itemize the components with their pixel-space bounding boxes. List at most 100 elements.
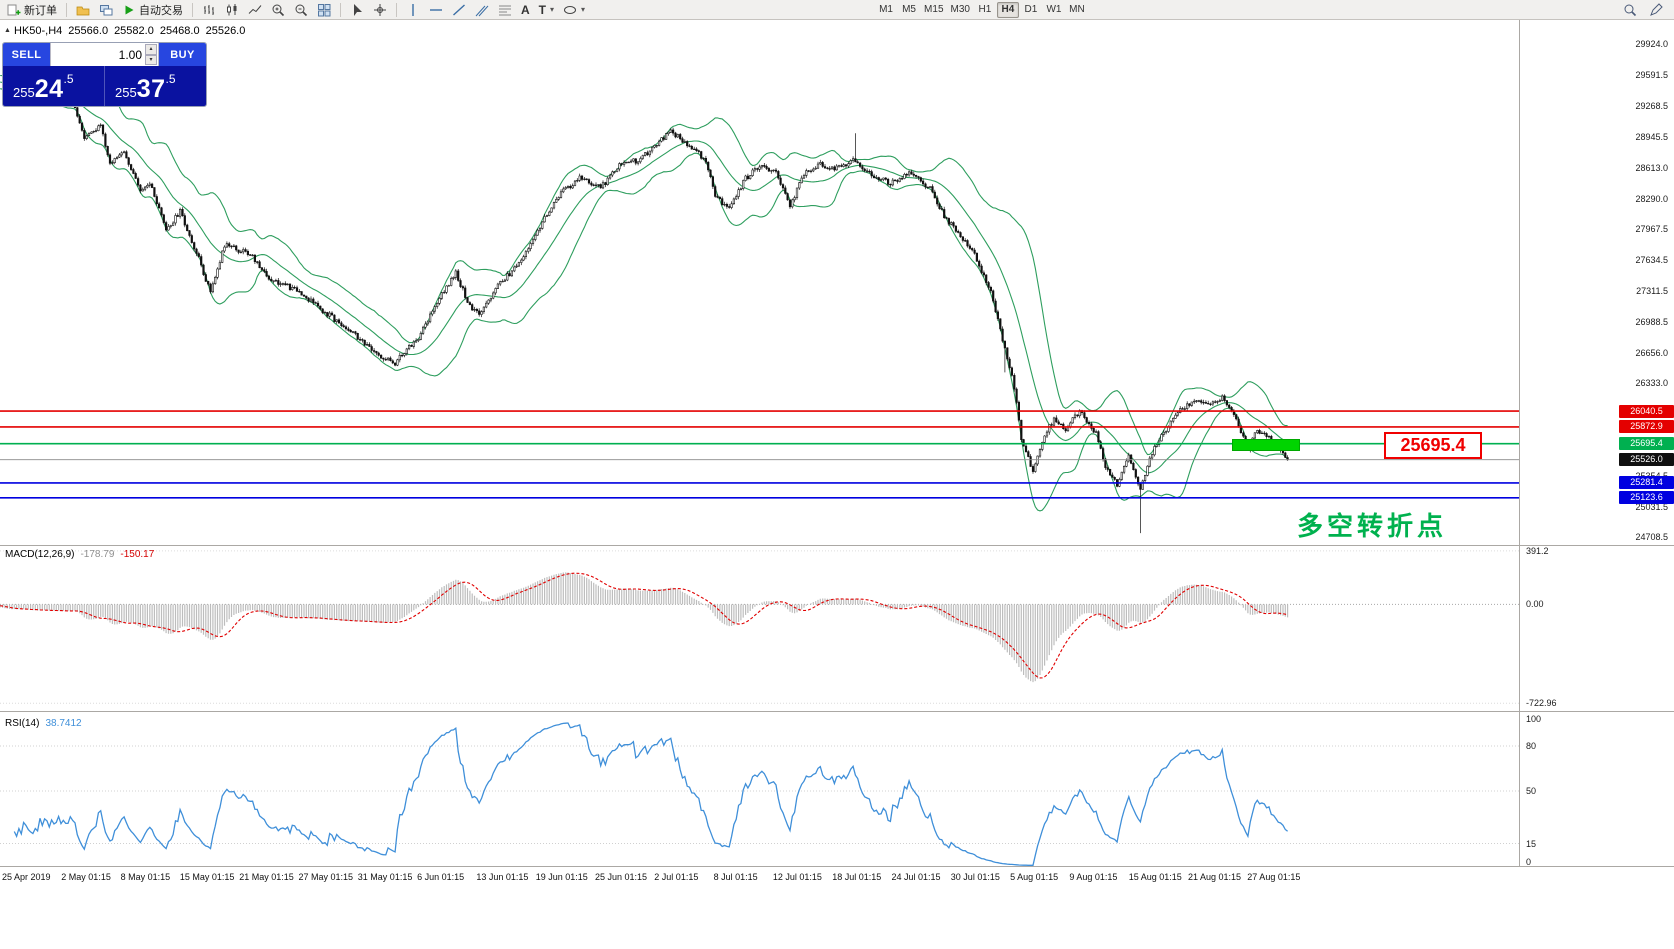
cursor-icon [354, 3, 362, 16]
time-axis-label: 5 Aug 01:15 [1010, 872, 1059, 882]
zoom-out-button[interactable] [290, 1, 312, 19]
chart-area[interactable]: ▲ HK50-,H4 25566.0 25582.0 25468.0 25526.0 S… [0, 20, 1674, 949]
zoom-in-button[interactable] [267, 1, 289, 19]
volume-input[interactable] [51, 43, 158, 66]
horizontal-line-tool-button[interactable] [425, 1, 447, 19]
timeframe-m15-button[interactable]: M15 [921, 2, 946, 18]
chart-bars-button[interactable] [198, 1, 220, 19]
tile-windows-button[interactable] [313, 1, 335, 19]
label-tool-button[interactable]: T ▾ [535, 1, 558, 19]
rsi-scale-label: 50 [1526, 786, 1537, 796]
price-level-badge: 25123.6 [1619, 491, 1674, 505]
timeframe-d1-button[interactable]: D1 [1020, 2, 1042, 18]
sell-price-prefix: 255 [13, 85, 35, 100]
volume-up-button[interactable]: ▴ [145, 44, 157, 55]
highlight-rectangle[interactable] [1232, 438, 1300, 451]
buy-price-fraction: .5 [165, 72, 176, 86]
timeframe-mn-button[interactable]: MN [1066, 2, 1088, 18]
time-axis-label: 8 Jul 01:15 [713, 872, 758, 882]
chart-candles-button[interactable] [221, 1, 243, 19]
ohlc-open: 25566.0 [68, 25, 109, 37]
crosshair-button[interactable] [369, 1, 391, 19]
volume-down-button[interactable]: ▾ [145, 54, 157, 65]
vertical-line-icon [412, 3, 414, 16]
new-order-icon [7, 4, 21, 15]
timeframe-m1-button[interactable]: M1 [875, 2, 897, 18]
macd-scale-label: 391.2 [1526, 545, 1549, 556]
ohlc-high: 25582.0 [114, 25, 154, 37]
price-callout-box[interactable]: 25695.4 [1384, 432, 1482, 459]
profiles-button[interactable] [95, 1, 117, 19]
volume-spinner: ▴ ▾ [145, 44, 157, 65]
fibonacci-icon [499, 5, 511, 15]
trendline-tool-button[interactable] [448, 1, 470, 19]
macd-main-value: -178.79 [80, 549, 115, 560]
price-tick-label: 26656.0 [1635, 347, 1668, 358]
profiles-icon [100, 4, 113, 15]
price-level-badge: 25872.9 [1619, 420, 1674, 434]
price-tick-label: 26333.0 [1635, 378, 1668, 389]
timeframe-h1-button[interactable]: H1 [974, 2, 996, 18]
line-chart-icon [248, 4, 262, 14]
auto-trading-label: 自动交易 [139, 4, 183, 17]
pencil-icon [1650, 2, 1663, 16]
horizontal-line-icon [430, 8, 442, 11]
chevron-down-icon: ▾ [550, 5, 555, 14]
rsi-name: RSI(14) [5, 718, 40, 729]
new-order-label: 新订单 [24, 4, 57, 17]
trade-widget-prices: 255 24.5 255 37.5 [3, 66, 206, 106]
annotation-note-text[interactable]: 多空转折点 [1297, 511, 1448, 541]
edit-button[interactable] [1645, 1, 1667, 19]
rsi-scale-label: 15 [1526, 838, 1537, 849]
macd-scale-label: -722.96 [1526, 698, 1557, 709]
timeframe-w1-button[interactable]: W1 [1043, 2, 1065, 18]
ellipse-shape-icon [564, 5, 577, 14]
price-tick-label: 24708.5 [1635, 532, 1668, 542]
buy-price-big-digits: 37 [136, 75, 166, 103]
sell-price[interactable]: 255 24.5 [3, 66, 104, 106]
buy-button[interactable]: BUY [159, 43, 206, 66]
sell-price-fraction: .5 [63, 72, 74, 86]
channel-tool-button[interactable] [471, 1, 493, 19]
symbol-marker-icon: ▲ [4, 27, 11, 34]
shapes-tool-button[interactable]: ▾ [559, 1, 589, 19]
rsi-value: 38.7412 [45, 718, 82, 729]
timeframe-h4-button[interactable]: H4 [996, 1, 1019, 18]
cursor-button[interactable] [346, 1, 368, 19]
price-tick-label: 28945.5 [1635, 131, 1668, 142]
text-tool-button[interactable]: A [517, 1, 534, 19]
time-axis-label: 25 Apr 2019 [2, 872, 51, 882]
macd-name: MACD(12,26,9) [5, 549, 75, 560]
fibonacci-tool-button[interactable] [494, 1, 516, 19]
time-axis-label: 31 May 01:15 [357, 872, 413, 882]
macd-signal-value: -150.17 [120, 549, 155, 560]
sell-price-big-digits: 24 [34, 75, 64, 103]
vertical-line-tool-button[interactable] [402, 1, 424, 19]
time-axis-label: 15 May 01:15 [179, 872, 235, 882]
crosshair-icon [374, 3, 386, 16]
timeframe-m30-button[interactable]: M30 [948, 2, 973, 18]
timeframe-m5-button[interactable]: M5 [898, 2, 920, 18]
price-level-badge: 25695.4 [1619, 437, 1674, 451]
price-tick-label: 25354.5 [1522, 471, 1668, 481]
time-axis-label: 27 Aug 01:15 [1247, 872, 1301, 882]
zoom-in-icon [272, 4, 285, 16]
price-tick-label: 25031.5 [1635, 501, 1668, 512]
main-toolbar: 新订单 自动交易 [0, 0, 1674, 20]
auto-trading-button[interactable]: 自动交易 [118, 1, 187, 19]
search-button[interactable] [1619, 1, 1641, 19]
auto-trading-play-icon [125, 5, 134, 14]
time-axis-label: 12 Jul 01:15 [772, 872, 822, 882]
sell-button[interactable]: SELL [3, 43, 50, 66]
time-axis-label: 30 Jul 01:15 [950, 872, 1000, 882]
price-level-badge: 26040.5 [1619, 404, 1674, 418]
chart-canvas[interactable] [0, 20, 1674, 949]
price-tick-label: 28613.0 [1635, 162, 1668, 173]
buy-price[interactable]: 255 37.5 [104, 66, 206, 106]
price-tick-label: 27634.5 [1635, 255, 1668, 266]
chart-line-button[interactable] [244, 1, 266, 19]
favorites-button[interactable] [72, 1, 94, 19]
new-order-button[interactable]: 新订单 [3, 1, 61, 19]
